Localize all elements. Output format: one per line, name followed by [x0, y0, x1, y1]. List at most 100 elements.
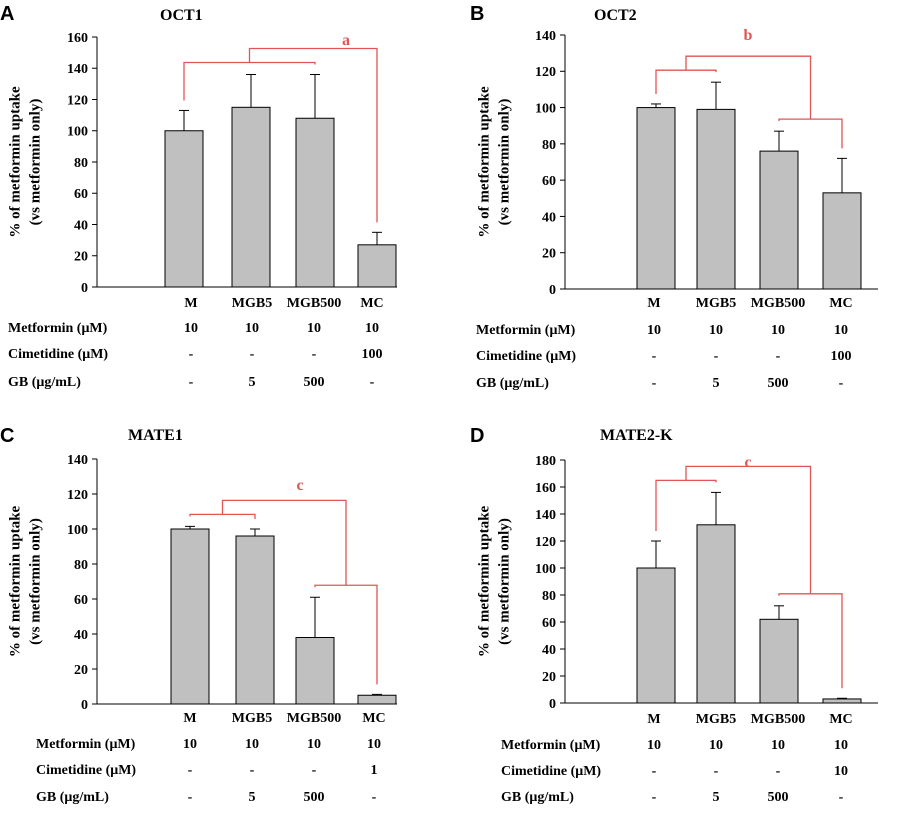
table-cell: 500: [768, 790, 789, 805]
chart-panel: D MATE2-K % of metformin uptake (vs metform…: [470, 425, 878, 805]
y-axis-label: % of metformin uptake: [476, 86, 492, 238]
y-tick-label: 120: [67, 93, 88, 108]
table-cell: -: [652, 790, 657, 805]
table-cell: 10: [245, 737, 259, 752]
table-cell: 100: [831, 349, 852, 364]
x-tick-label: MGB5: [696, 712, 736, 727]
x-tick-label: M: [183, 711, 196, 726]
y-tick-label: 80: [74, 156, 88, 171]
table-row-label: Cimetidine (μM): [36, 763, 136, 778]
table-cell: -: [250, 763, 255, 778]
table-cell: -: [189, 375, 194, 390]
x-tick-label: MGB5: [232, 296, 272, 311]
y-axis-label-sub: (vs metformin only): [27, 99, 43, 226]
table-cell: 10: [647, 323, 661, 338]
significance-bracket: [655, 479, 717, 531]
bar: [170, 528, 210, 705]
y-axis-label: % of metformin uptake: [476, 506, 492, 658]
x-tick-label: M: [184, 296, 197, 311]
table-row-label: GB (μg/mL): [36, 790, 109, 805]
significance-bracket: [183, 61, 316, 101]
y-tick-label: 80: [74, 558, 88, 573]
y-tick-label: 100: [535, 101, 556, 116]
table-cell: 1: [371, 763, 378, 778]
y-tick-label: 120: [535, 65, 556, 80]
significance-bracket: [685, 55, 812, 120]
table-cell: 100: [362, 347, 383, 362]
y-tick-label: 40: [542, 643, 556, 658]
y-axis-label: % of metformin uptake: [7, 506, 23, 658]
chart-panel: C MATE1 % of metformin uptake (vs metformin…: [0, 425, 397, 805]
table-row-label: GB (μg/mL): [476, 376, 549, 391]
x-tick-label: MGB500: [287, 296, 341, 311]
chart-title: OCT2: [594, 7, 637, 24]
table-cell: -: [652, 349, 657, 364]
table-cell: 5: [713, 376, 720, 391]
table-cell: -: [652, 376, 657, 391]
y-axis-label-sub: (vs metformin only): [496, 518, 512, 645]
table-cell: -: [714, 764, 719, 779]
table-cell: -: [189, 347, 194, 362]
x-tick-label: MC: [829, 296, 852, 311]
significance-bracket: [189, 513, 256, 519]
significance-bracket: [221, 499, 347, 586]
table-row-label: GB (μg/mL): [8, 375, 81, 390]
y-tick-label: 20: [74, 250, 88, 265]
table-cell: -: [372, 790, 377, 805]
table-cell: -: [188, 790, 193, 805]
x-tick-label: MGB500: [751, 712, 805, 727]
table-cell: -: [776, 349, 781, 364]
table-row-label: Metformin (μM): [36, 737, 136, 752]
significance-bracket: [248, 47, 378, 223]
chart-panel: A OCT1 % of metformin uptake (vs metformin …: [0, 3, 397, 390]
y-axis-label-sub: (vs metformin only): [496, 99, 512, 226]
table-row-label: Metformin (μM): [8, 321, 108, 336]
x-tick-label: MGB5: [232, 711, 272, 726]
y-tick-label: 20: [542, 670, 556, 685]
table-cell: 10: [183, 737, 197, 752]
table-cell: 10: [307, 321, 321, 336]
significance-label: a: [342, 32, 350, 49]
table-cell: 10: [365, 321, 379, 336]
significance-bracket: [778, 118, 843, 149]
table-row-label: Metformin (μM): [476, 323, 576, 338]
table-cell: 10: [834, 764, 848, 779]
table-cell: 500: [304, 790, 325, 805]
table-cell: 10: [367, 737, 381, 752]
bar: [235, 535, 275, 705]
bar: [231, 106, 271, 288]
table-cell: 5: [249, 375, 256, 390]
table-cell: 10: [771, 738, 785, 753]
table-cell: -: [839, 376, 844, 391]
y-tick-label: 140: [67, 453, 88, 468]
y-tick-label: 20: [74, 663, 88, 678]
bar: [822, 192, 862, 290]
y-tick-label: 60: [542, 174, 556, 189]
y-axis-label: % of metformin uptake: [7, 86, 23, 238]
bar: [357, 244, 397, 288]
table-cell: 10: [647, 738, 661, 753]
x-tick-label: MC: [360, 296, 383, 311]
bar: [164, 130, 204, 288]
table-row-label: Metformin (μM): [501, 738, 601, 753]
y-tick-label: 100: [535, 562, 556, 577]
significance-label: c: [744, 454, 751, 471]
y-tick-label: 140: [535, 508, 556, 523]
x-tick-label: MC: [362, 711, 385, 726]
table-cell: 500: [304, 375, 325, 390]
y-tick-label: 60: [74, 593, 88, 608]
table-cell: 5: [249, 790, 256, 805]
chart-title: MATE2-K: [600, 427, 673, 444]
table-row-label: Cimetidine (μM): [501, 764, 601, 779]
y-tick-label: 0: [81, 698, 88, 713]
y-tick-label: 160: [67, 31, 88, 46]
y-tick-label: 80: [542, 589, 556, 604]
y-tick-label: 20: [542, 247, 556, 262]
chart-title: MATE1: [128, 427, 183, 444]
table-cell: 10: [307, 737, 321, 752]
panel-label: B: [470, 3, 484, 25]
bar: [696, 524, 736, 704]
bar: [295, 637, 335, 705]
table-row-label: Cimetidine (μM): [476, 349, 576, 364]
